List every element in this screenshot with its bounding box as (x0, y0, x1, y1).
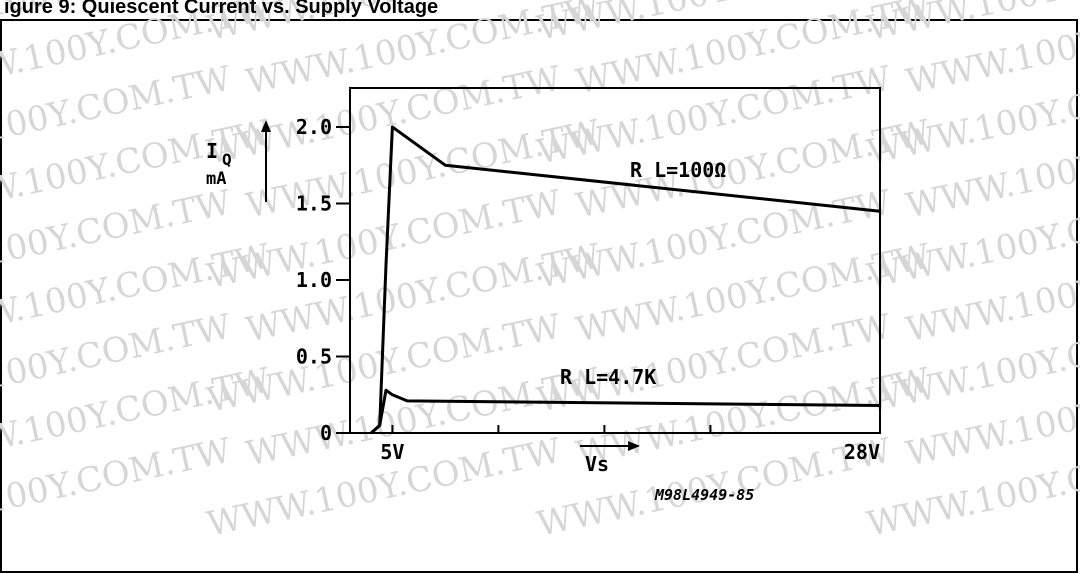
x-axis-label: Vs (585, 452, 609, 476)
x-tick-label: 28V (844, 440, 880, 464)
figure-caption: igure 9: Quiescent Current vs. Supply Vo… (4, 0, 438, 18)
series-label-rl-4-7k: R L=4.7K (560, 365, 656, 389)
y-axis-unit: mA (206, 169, 226, 189)
figure-border (0, 19, 1078, 573)
plot-area (349, 87, 881, 434)
y-tick-label: 1.0 (296, 268, 332, 292)
watermark-layer: WWW.100Y.COM.TWWWW.100Y.COM.TWWWW.100Y.C… (0, 0, 1080, 545)
y-axis-label-main: I (206, 139, 218, 163)
series-line-rl-4-7k (370, 388, 881, 435)
axis-ticks: 0 0.5 1.0 1.5 2.0 5V 28V (296, 115, 881, 464)
figure-code: M98L4949-85 (654, 486, 754, 504)
y-tick-label: 0 (320, 421, 332, 445)
y-tick-label: 1.5 (296, 192, 332, 216)
series-layer (370, 125, 881, 435)
y-axis-label-sub: Q (222, 150, 232, 169)
x-axis-arrow (580, 441, 640, 451)
y-axis-arrow (261, 120, 271, 202)
series-label-rl-100ohm: R L=100Ω (630, 158, 726, 182)
y-tick-label: 2.0 (296, 115, 332, 139)
y-tick-label: 0.5 (296, 345, 332, 369)
x-tick-label: 5V (380, 440, 404, 464)
